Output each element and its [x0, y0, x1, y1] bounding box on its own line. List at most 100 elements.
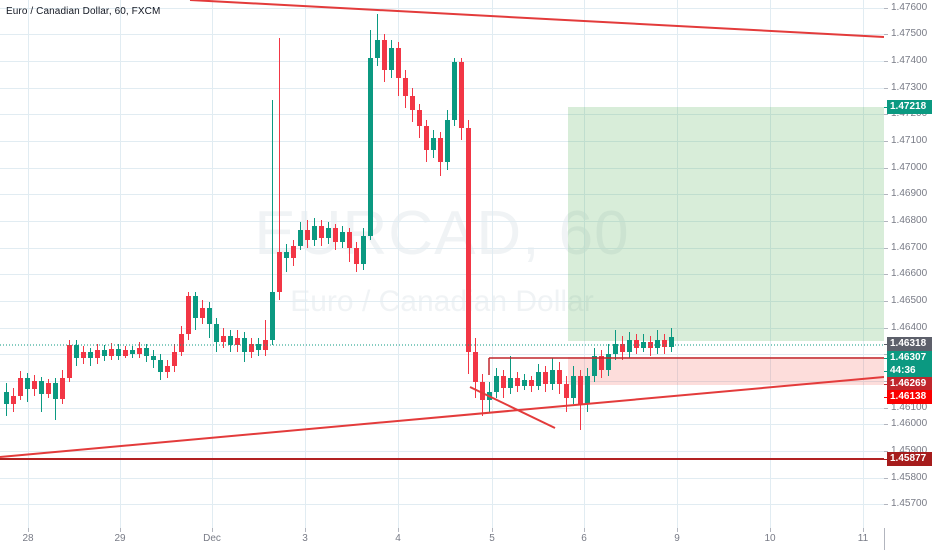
candle-body-bearish: [466, 128, 471, 352]
price-badge-support-price[interactable]: 1.45877: [887, 452, 932, 466]
candle-body-bullish: [74, 345, 79, 358]
gridline-vertical: [398, 0, 399, 528]
tick-dash: [884, 247, 888, 249]
drawing-tools-layer[interactable]: [0, 0, 884, 528]
candle-body-bearish: [578, 376, 583, 404]
candlestick-series[interactable]: [0, 0, 884, 528]
time-axis-tick-label: 6: [581, 533, 587, 544]
price-axis-tick: 1.46000: [884, 418, 932, 430]
gridline-vertical: [212, 0, 213, 528]
tick-dash: [884, 7, 888, 9]
candle-body-bearish: [634, 340, 639, 348]
profit-target-zone[interactable]: [568, 107, 884, 341]
candle-wick: [41, 377, 42, 412]
candle-body-bearish: [109, 349, 114, 356]
candle-body-bullish: [102, 350, 107, 356]
price-axis-tick: 1.46700: [884, 242, 932, 254]
gridline-horizontal: [0, 504, 884, 505]
candle-body-bearish: [235, 338, 240, 345]
price-axis-tick-label: 1.47000: [891, 162, 928, 173]
price-badge-tick: [884, 397, 887, 398]
gridline-horizontal: [0, 424, 884, 425]
price-badge-crosshair-price[interactable]: 1.46318: [887, 337, 932, 351]
time-axis-tick-label: 28: [22, 533, 34, 544]
candle-body-bearish: [200, 308, 205, 318]
tick-dash: [884, 327, 888, 329]
tick-dash: [884, 113, 888, 115]
gridline-vertical: [863, 0, 864, 528]
candle-body-bullish: [116, 349, 121, 356]
descending-trendline[interactable]: [189, 0, 884, 38]
time-axis-tick-label: 4: [395, 533, 401, 544]
tick-dash: [884, 60, 888, 62]
price-axis-tick: 1.47300: [884, 82, 932, 94]
gridline-horizontal: [0, 34, 884, 35]
broken-support-line[interactable]: [469, 386, 556, 429]
price-axis-tick-label: 1.45700: [891, 498, 928, 509]
candle-body-bearish: [11, 396, 16, 404]
price-badge-stop-price[interactable]: 1.46138: [887, 390, 932, 404]
price-axis-tick-label: 1.46800: [891, 215, 928, 226]
candle-body-bullish: [151, 356, 156, 360]
candle-body-bullish: [368, 58, 373, 236]
time-axis-tick-mark: [305, 528, 306, 532]
gridline-horizontal: [0, 408, 884, 409]
tick-dash: [884, 423, 888, 425]
stop-loss-zone[interactable]: [568, 357, 884, 385]
candle-body-bearish: [123, 350, 128, 356]
candle-wick: [265, 320, 266, 356]
price-axis-tick-label: 1.46900: [891, 188, 928, 199]
gridline-vertical: [305, 0, 306, 528]
candle-body-bearish: [438, 138, 443, 162]
candle-wick: [286, 244, 287, 272]
candle-wick: [279, 38, 280, 300]
tick-dash: [884, 503, 888, 505]
price-axis-tick: 1.47400: [884, 55, 932, 67]
candle-body-bullish: [88, 352, 93, 358]
price-axis-tick: 1.45700: [884, 498, 932, 510]
candle-body-bearish: [249, 344, 254, 352]
time-axis-tick-label: 5: [489, 533, 495, 544]
gridline-vertical: [492, 0, 493, 528]
price-axis-tick: 1.47600: [884, 2, 932, 14]
tick-dash: [884, 87, 888, 89]
price-badge-entry-price[interactable]: 1.46269: [887, 377, 932, 391]
price-axis-tick-label: 1.47100: [891, 135, 928, 146]
price-badge-target-price[interactable]: 1.47218: [887, 100, 932, 114]
price-axis[interactable]: 1.476001.475001.474001.473001.472001.471…: [884, 0, 932, 528]
candle-body-bullish: [25, 378, 30, 389]
price-axis-tick-label: 1.46100: [891, 402, 928, 413]
candle-body-bullish: [214, 324, 219, 342]
candle-body-bearish: [347, 232, 352, 248]
candle-body-bullish: [158, 360, 163, 372]
gridline-horizontal: [0, 478, 884, 479]
time-axis-price-scale-divider: [884, 528, 885, 550]
price-axis-tick: 1.46600: [884, 268, 932, 280]
tick-dash: [884, 353, 888, 355]
price-axis-tick-label: 1.46000: [891, 418, 928, 429]
gridline-vertical: [120, 0, 121, 528]
tick-dash: [884, 477, 888, 479]
candle-body-bullish: [326, 228, 331, 238]
time-axis-tick-label: 10: [764, 533, 776, 544]
candle-body-bearish: [46, 383, 51, 394]
price-axis-tick-label: 1.47400: [891, 55, 928, 66]
candle-body-bearish: [95, 350, 100, 358]
price-badge-tick: [884, 459, 887, 460]
chart-plot-area[interactable]: EURCAD, 60 Euro / Canadian Dollar Euro /…: [0, 0, 884, 528]
price-axis-tick: 1.46100: [884, 402, 932, 414]
time-axis[interactable]: 28 29 Dec 3 4 5 6 9 10 11: [0, 528, 932, 550]
price-axis-tick-label: 1.47600: [891, 2, 928, 13]
ascending-trendline[interactable]: [0, 376, 884, 458]
candle-body-bullish: [522, 380, 527, 386]
tick-dash: [884, 193, 888, 195]
gridline-horizontal: [0, 88, 884, 89]
time-axis-tick-label: 11: [857, 533, 869, 544]
price-badge-last-price[interactable]: 1.46307: [887, 351, 932, 365]
candle-body-bearish: [396, 48, 401, 78]
candle-body-bullish: [431, 138, 436, 150]
candle-body-bearish: [67, 345, 72, 378]
candle-body-bearish: [403, 78, 408, 96]
price-badge-countdown[interactable]: 44:36: [887, 364, 932, 378]
candle-body-bearish: [648, 342, 653, 348]
